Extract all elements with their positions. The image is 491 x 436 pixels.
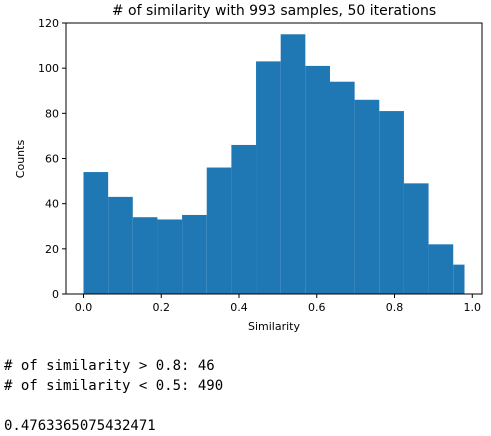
x-tick-label: 0.6 <box>308 301 326 314</box>
x-tick-label: 0.4 <box>230 301 248 314</box>
x-tick-label: 1.0 <box>464 301 482 314</box>
histogram-bar <box>182 214 207 294</box>
histogram-bar <box>108 196 133 294</box>
histogram-bar <box>157 219 183 294</box>
histogram-bar <box>256 61 281 295</box>
histogram-bar <box>379 111 404 294</box>
histogram-bar <box>132 217 158 294</box>
y-axis-label: Counts <box>14 140 27 179</box>
histogram-bar <box>280 34 306 295</box>
histogram-bar <box>354 99 380 295</box>
y-tick-label: 0 <box>52 288 59 301</box>
x-tick-label: 0.2 <box>153 301 171 314</box>
y-tick-label: 120 <box>38 17 59 30</box>
histogram-bar <box>305 65 330 295</box>
y-tick-label: 20 <box>45 243 59 256</box>
output-line-high-similarity: # of similarity > 0.8: 46 <box>4 358 215 374</box>
output-mean-value: 0.4763365075432471 <box>4 418 156 434</box>
y-tick-label: 80 <box>45 107 59 120</box>
histogram-bar <box>231 144 257 294</box>
histogram-bar <box>83 172 109 294</box>
y-tick-label: 60 <box>45 153 59 166</box>
histogram-bar <box>403 183 429 294</box>
histogram-chart: # of similarity with 993 samples, 50 ite… <box>14 3 483 333</box>
y-axis-ticks: 0 20 40 60 80 100 120 <box>38 17 66 301</box>
x-axis-label: Similarity <box>248 320 300 333</box>
y-tick-label: 40 <box>45 198 59 211</box>
x-axis-ticks: 0.0 0.2 0.4 0.6 0.8 1.0 <box>75 294 481 314</box>
histogram-bar <box>428 244 454 294</box>
histogram-bar <box>329 81 355 294</box>
x-tick-label: 0.8 <box>386 301 404 314</box>
output-line-low-similarity: # of similarity < 0.5: 490 <box>4 378 224 394</box>
histogram-bar <box>206 167 232 294</box>
x-tick-label: 0.0 <box>75 301 93 314</box>
histogram-bar <box>453 264 465 294</box>
chart-title: # of similarity with 993 samples, 50 ite… <box>112 3 436 19</box>
y-tick-label: 100 <box>38 62 59 75</box>
histogram-bars <box>83 34 465 295</box>
